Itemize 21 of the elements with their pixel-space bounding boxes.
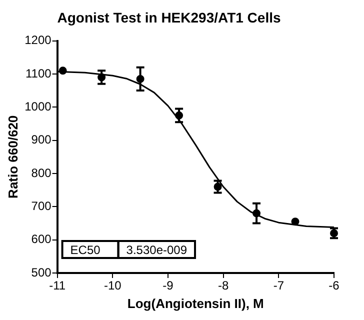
y-tick-label: 900 bbox=[31, 132, 52, 147]
annotation: 3.530e-009 bbox=[126, 242, 188, 257]
chart-title: Agonist Test in HEK293/AT1 Cells bbox=[57, 9, 281, 26]
y-tick-label: 700 bbox=[31, 198, 52, 213]
x-axis-title: Log(Angiotensin II), M bbox=[127, 296, 264, 311]
annotation: EC50 bbox=[70, 242, 101, 257]
y-tick-label: 1000 bbox=[24, 99, 52, 114]
point bbox=[58, 66, 67, 75]
y-tick-label: 800 bbox=[31, 166, 52, 180]
y-axis-title: Ratio 660/620 bbox=[5, 115, 20, 198]
y-tick-label: 1200 bbox=[24, 33, 52, 48]
x-tick-label: -10 bbox=[104, 278, 122, 293]
x-tick-label: -11 bbox=[49, 278, 66, 293]
x-tick-label: -6 bbox=[328, 278, 340, 293]
y-tick-label: 1100 bbox=[25, 66, 52, 80]
x-tick-label: -7 bbox=[273, 278, 284, 293]
y-tick-label: 600 bbox=[31, 232, 52, 246]
y-tick-label: 500 bbox=[31, 265, 52, 280]
point bbox=[291, 218, 300, 226]
x-tick-label: -8 bbox=[218, 278, 229, 293]
x-tick-label: -9 bbox=[162, 278, 174, 293]
